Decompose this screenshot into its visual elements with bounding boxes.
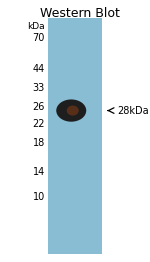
Text: 28kDa: 28kDa: [117, 106, 149, 116]
Text: 14: 14: [33, 167, 45, 177]
Text: 44: 44: [33, 64, 45, 74]
Ellipse shape: [67, 106, 79, 116]
Text: kDa: kDa: [27, 22, 45, 31]
Bar: [48, 18, 102, 254]
Text: 10: 10: [33, 192, 45, 202]
Text: 22: 22: [33, 119, 45, 129]
Text: 26: 26: [33, 102, 45, 112]
Text: 33: 33: [33, 83, 45, 93]
Text: 18: 18: [33, 138, 45, 148]
Text: 70: 70: [33, 33, 45, 43]
Ellipse shape: [56, 100, 86, 122]
Text: Western Blot: Western Blot: [40, 7, 119, 20]
